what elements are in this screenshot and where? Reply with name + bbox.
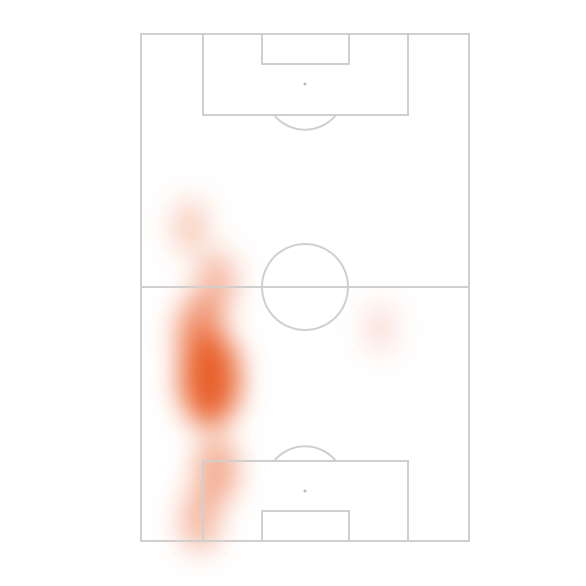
goal-box xyxy=(261,33,350,65)
penalty-arc xyxy=(273,445,337,462)
penalty-spot xyxy=(303,489,307,493)
pitch xyxy=(140,33,470,542)
center-circle xyxy=(261,243,349,331)
heat-layer xyxy=(173,199,396,552)
goal-box xyxy=(261,510,350,542)
heat-spot xyxy=(173,199,208,254)
heat-spot xyxy=(365,303,396,353)
penalty-spot xyxy=(303,82,307,86)
heat-spot xyxy=(176,295,224,371)
penalty-arc xyxy=(273,114,337,131)
heat-spot xyxy=(180,489,220,552)
heat-spot xyxy=(195,436,238,504)
penalty-box xyxy=(202,33,409,116)
heat-spot xyxy=(196,251,237,314)
